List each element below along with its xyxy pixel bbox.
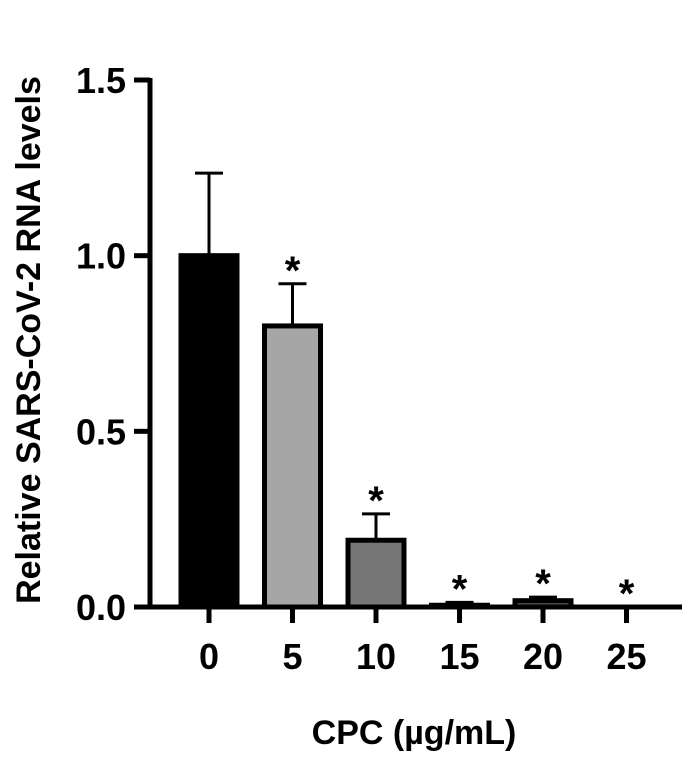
y-tick-label: 1.0	[76, 236, 126, 277]
x-tick-label: 25	[606, 636, 646, 677]
significance-marker: *	[368, 479, 384, 523]
x-tick-label: 5	[282, 636, 302, 677]
y-tick-label: 1.5	[76, 60, 126, 101]
x-axis-label: CPC (µg/mL)	[312, 714, 517, 752]
bar	[429, 602, 490, 610]
x-tick-label: 20	[523, 636, 563, 677]
significance-marker: *	[535, 562, 551, 606]
x-axis: 0 5 10 15 20 25	[148, 604, 682, 677]
y-axis: 0.0 0.5 1.0 1.5	[76, 60, 153, 628]
y-tick-label: 0.5	[76, 411, 126, 452]
significance-marker: *	[285, 249, 301, 293]
x-tick-label: 0	[199, 636, 219, 677]
bar	[345, 537, 407, 610]
x-tick-label: 10	[356, 636, 396, 677]
bar	[512, 598, 574, 610]
x-tick-label: 15	[439, 636, 479, 677]
bars-group: * * * * *	[178, 171, 635, 616]
significance-marker: *	[619, 572, 635, 616]
y-tick-label: 0.0	[76, 587, 126, 628]
significance-marker: *	[452, 567, 468, 611]
bar	[262, 323, 323, 610]
bar	[178, 253, 240, 610]
y-axis-label: Relative SARS-CoV-2 RNA levels	[10, 76, 48, 604]
